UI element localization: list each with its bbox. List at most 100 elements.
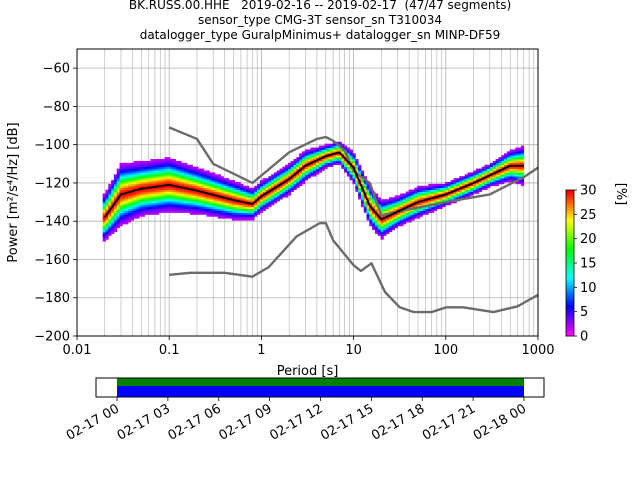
heatmap-cell (105, 218, 109, 221)
heatmap-cell (332, 145, 337, 148)
axes-frame (76, 48, 539, 337)
heatmap-cell (237, 195, 241, 198)
heatmap-cell (377, 212, 381, 215)
heatmap-cell (130, 197, 134, 200)
heatmap-cell (144, 180, 149, 183)
heatmap-cell (285, 189, 289, 192)
heatmap-cell (245, 210, 250, 213)
heatmap-cell (358, 195, 362, 198)
heatmap-cell (251, 218, 255, 221)
heatmap-cell (203, 178, 207, 181)
coverage-tick-label: 02-17 03 (115, 401, 173, 443)
heatmap-cell (310, 168, 314, 171)
heatmap-cell (265, 201, 269, 204)
heatmap-cell (172, 162, 177, 166)
heatmap-cell (108, 233, 112, 236)
heatmap-cell (130, 208, 134, 211)
heatmap-cell (136, 180, 140, 183)
heatmap-cell (136, 199, 140, 202)
heatmap-cell (156, 212, 160, 215)
heatmap-cell (265, 185, 269, 189)
heatmap-cell (279, 180, 283, 183)
heatmap-cell (512, 157, 516, 160)
heatmap-cell (178, 181, 182, 185)
heatmap-cell (282, 189, 286, 192)
heatmap-cell (377, 218, 381, 221)
heatmap-cell (273, 201, 278, 204)
heatmap-cell (175, 187, 179, 190)
heatmap-cell (181, 193, 185, 196)
heatmap-cell (321, 147, 325, 150)
heatmap-cell (254, 208, 258, 211)
heatmap-cell (217, 216, 221, 219)
heatmap-cell (445, 185, 449, 189)
heatmap-cell (520, 147, 525, 150)
heatmap-cell (172, 203, 177, 206)
heatmap-cell (158, 168, 163, 171)
heatmap-cell (380, 233, 384, 236)
heatmap-cell (400, 214, 404, 217)
heatmap-cell (220, 212, 224, 215)
heatmap-cell (447, 185, 452, 189)
heatmap-cell (257, 199, 261, 202)
heatmap-cell (200, 183, 205, 187)
heatmap-cell (282, 185, 286, 189)
heatmap-cell (391, 201, 396, 204)
heatmap-cell (237, 218, 241, 221)
heatmap-cell (105, 204, 109, 208)
heatmap-cell (388, 206, 393, 210)
heatmap-cell (141, 183, 146, 187)
heatmap-cell (515, 160, 519, 164)
heatmap-cell (113, 220, 118, 223)
heatmap-cell (119, 220, 123, 223)
heatmap-cell (226, 216, 230, 219)
heatmap-cell (113, 212, 118, 215)
heatmap-cell (447, 187, 452, 190)
heatmap-cell (200, 199, 205, 202)
heatmap-cell (122, 195, 126, 198)
heatmap-cell (108, 227, 112, 231)
heatmap-cell (119, 199, 123, 202)
heatmap-cell (153, 203, 157, 206)
heatmap-cell (102, 195, 106, 198)
heatmap-cell (299, 166, 303, 169)
heatmap-cell (431, 204, 435, 208)
heatmap-cell (108, 201, 112, 204)
heatmap-cell (133, 216, 137, 219)
heatmap-cell (170, 204, 174, 208)
heatmap-cell (276, 195, 280, 198)
heatmap-cell (133, 193, 137, 196)
heatmap-cell (161, 197, 165, 200)
heatmap-cell (498, 159, 502, 162)
heatmap-cell (231, 210, 236, 213)
heatmap-cell (456, 181, 460, 185)
heatmap-cell (141, 208, 146, 211)
heatmap-cell (111, 201, 115, 204)
heatmap-cell (108, 183, 112, 187)
heatmap-cell (214, 183, 219, 187)
heatmap-cell (506, 168, 511, 171)
heatmap-cell (282, 170, 286, 173)
heatmap-cell (150, 197, 154, 200)
heatmap-cell (186, 181, 191, 185)
heatmap-cell (116, 193, 120, 196)
heatmap-cell (436, 187, 440, 190)
heatmap-cell (209, 210, 213, 213)
heatmap-cell (504, 159, 508, 162)
heatmap-cell (234, 195, 238, 198)
heatmap-cell (234, 216, 238, 219)
heatmap-cell (125, 183, 129, 187)
heatmap-cell (164, 168, 168, 171)
heatmap-cell (111, 193, 115, 196)
heatmap-cell (147, 166, 151, 169)
heatmap-cell (422, 197, 426, 200)
heatmap-cell (506, 160, 511, 164)
heatmap-cell (324, 164, 328, 167)
heatmap-cell (122, 208, 126, 211)
heatmap-cell (172, 208, 177, 211)
heatmap-cell (324, 149, 328, 152)
heatmap-cell (478, 176, 483, 179)
heatmap-cell (265, 197, 269, 200)
heatmap-cell (358, 172, 362, 175)
